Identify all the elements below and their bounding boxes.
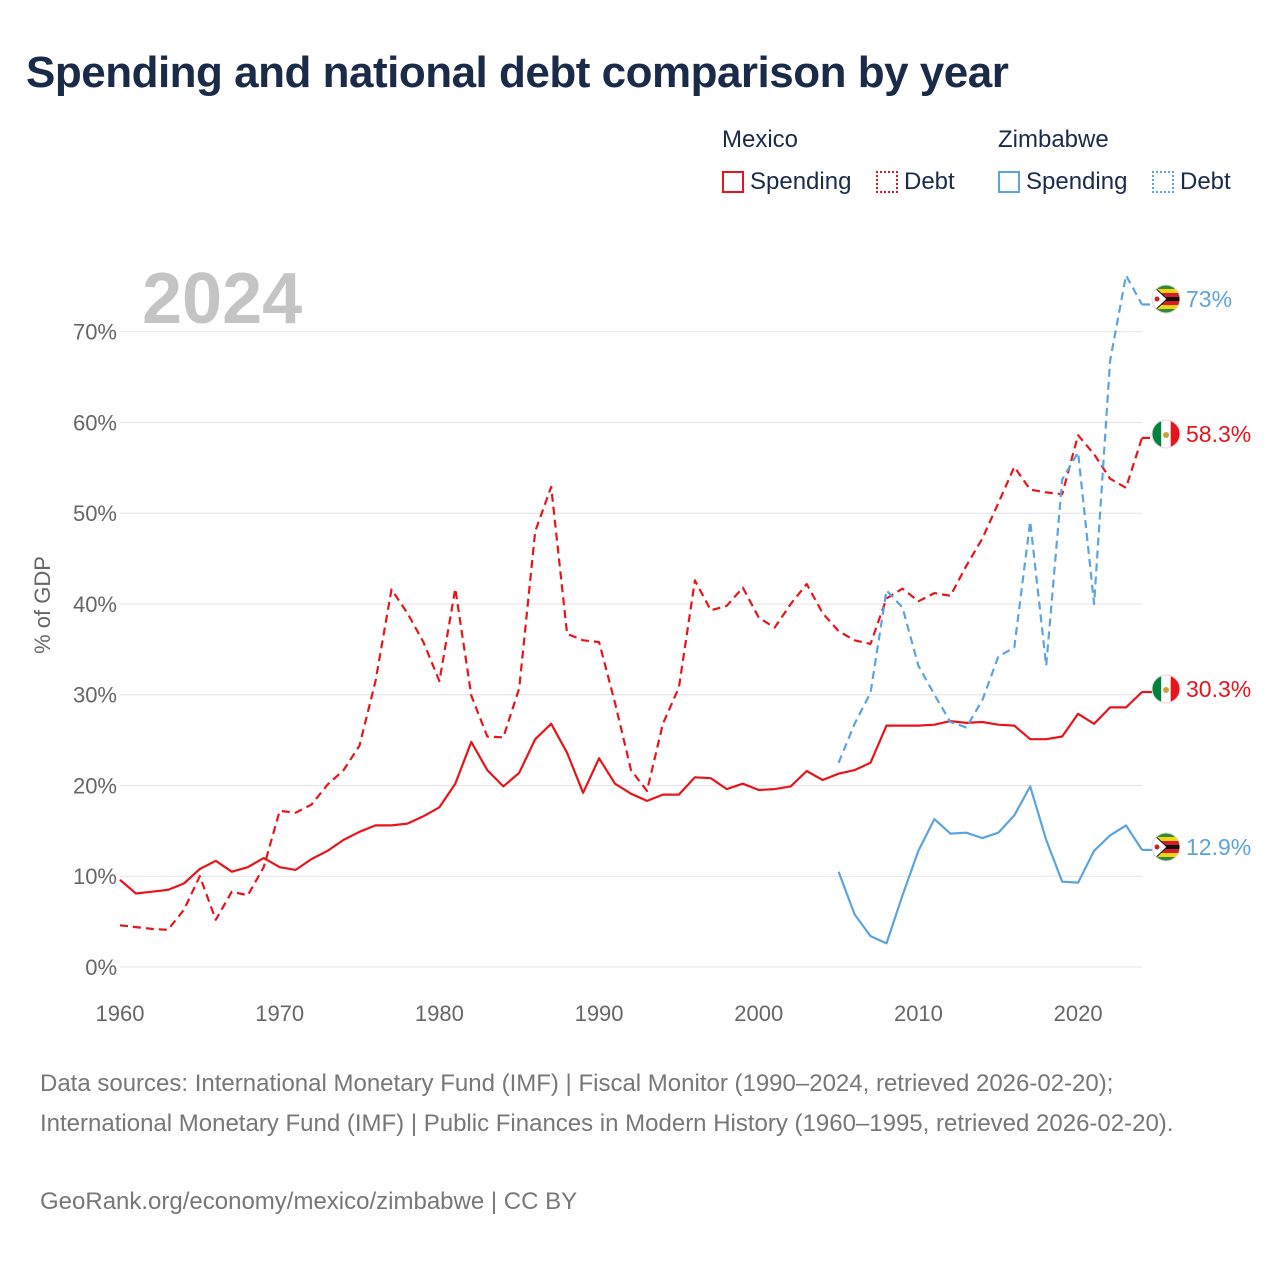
flag-border bbox=[1151, 419, 1181, 449]
y-tick-label: 50% bbox=[73, 501, 117, 526]
legend-swatch-dotted-blue bbox=[1152, 171, 1174, 193]
flag-border bbox=[1151, 284, 1181, 314]
x-tick-label: 2000 bbox=[734, 1001, 783, 1026]
flag-stripe bbox=[1152, 289, 1180, 294]
y-axis-label: % of GDP bbox=[30, 556, 55, 654]
flag-stripe bbox=[1152, 301, 1180, 306]
end-value-label: 58.3% bbox=[1186, 421, 1251, 447]
flag-marker-mexico bbox=[1151, 419, 1181, 449]
legend-label: Debt bbox=[1180, 168, 1231, 195]
x-tick-label: 1970 bbox=[255, 1001, 304, 1026]
flag-marker-mexico bbox=[1151, 674, 1181, 704]
flag-stripe bbox=[1152, 309, 1180, 313]
x-axis-ticks: 1960 1970 1980 1990 2000 2010 2020 bbox=[96, 1001, 1103, 1026]
legend-swatch-dotted-red bbox=[876, 171, 898, 193]
flag-emblem bbox=[1163, 432, 1169, 438]
gridlines bbox=[120, 331, 1142, 968]
flag-stripe bbox=[1152, 833, 1180, 838]
flag-stripe-green bbox=[1152, 420, 1162, 448]
y-tick-label: 70% bbox=[73, 320, 117, 345]
flag-stripe-green bbox=[1152, 675, 1162, 703]
y-tick-label: 40% bbox=[73, 592, 117, 617]
legend-swatch-solid-red bbox=[722, 171, 744, 193]
y-tick-label: 10% bbox=[73, 864, 117, 889]
end-value-label: 12.9% bbox=[1186, 834, 1251, 860]
flag-stripe bbox=[1152, 849, 1180, 854]
flag-stripe bbox=[1152, 841, 1180, 846]
flag-star bbox=[1154, 844, 1160, 850]
legend-label: Debt bbox=[904, 168, 955, 195]
flag-stripe bbox=[1152, 857, 1180, 861]
legend-label: Spending bbox=[750, 168, 852, 195]
flag-marker-zimbabwe bbox=[1151, 832, 1181, 862]
flag-stripe bbox=[1152, 305, 1180, 310]
flag-border bbox=[1151, 832, 1181, 862]
legend-item-mexico-spending[interactable]: Spending bbox=[722, 168, 851, 196]
x-tick-label: 1960 bbox=[96, 1001, 145, 1026]
y-tick-label: 30% bbox=[73, 683, 117, 708]
x-tick-label: 2020 bbox=[1054, 1001, 1103, 1026]
data-sources: Data sources: International Monetary Fun… bbox=[40, 1070, 1174, 1137]
legend-group-mexico: Mexico bbox=[722, 126, 799, 153]
flag-stripe bbox=[1152, 293, 1180, 298]
flag-stripe bbox=[1152, 837, 1180, 842]
end-labels: 30.3% 58.3% 12.9% 73% bbox=[1151, 284, 1251, 862]
year-watermark: 2024 bbox=[142, 259, 302, 339]
end-value-label: 30.3% bbox=[1186, 676, 1251, 702]
flag-stripe bbox=[1152, 285, 1180, 290]
x-tick-label: 2010 bbox=[894, 1001, 943, 1026]
flag-stripe-red bbox=[1170, 420, 1180, 448]
flag-star bbox=[1154, 296, 1160, 302]
series-line-zimbabwe-spending bbox=[837, 785, 1143, 945]
flag-marker-zimbabwe bbox=[1151, 284, 1181, 314]
legend-item-zimbabwe-debt[interactable]: Debt bbox=[1152, 168, 1231, 196]
series-line-zimbabwe-debt bbox=[837, 274, 1143, 764]
line-chart: 0% 10% 20% 30% 40% 50% 60% 70% 1960 1970 1980 1990… bbox=[30, 259, 1251, 1026]
series-lines bbox=[119, 274, 1152, 945]
y-tick-label: 0% bbox=[85, 955, 117, 980]
legend-item-mexico-debt[interactable]: Debt bbox=[876, 168, 955, 196]
chart-title: Spending and national debt comparison by… bbox=[26, 48, 1009, 97]
y-tick-label: 20% bbox=[73, 773, 117, 798]
x-tick-label: 1980 bbox=[415, 1001, 464, 1026]
end-value-label: 73% bbox=[1186, 286, 1232, 312]
y-tick-label: 60% bbox=[73, 410, 117, 435]
flag-emblem bbox=[1163, 687, 1169, 693]
flag-stripe bbox=[1152, 853, 1180, 858]
credit-link[interactable]: GeoRank.org/economy/mexico/zimbabwe | CC… bbox=[40, 1188, 578, 1215]
flag-border bbox=[1151, 674, 1181, 704]
legend-label: Spending bbox=[1026, 168, 1128, 195]
legend-swatch-solid-blue bbox=[998, 171, 1020, 193]
series-line-mexico-debt bbox=[119, 434, 1144, 931]
series-line-mexico-spending bbox=[119, 691, 1143, 895]
legend-item-zimbabwe-spending[interactable]: Spending bbox=[998, 168, 1127, 196]
legend-group-zimbabwe: Zimbabwe bbox=[998, 126, 1109, 153]
x-tick-label: 1990 bbox=[575, 1001, 624, 1026]
y-axis-ticks: 0% 10% 20% 30% 40% 50% 60% 70% bbox=[73, 320, 117, 980]
flag-stripe-red bbox=[1170, 675, 1180, 703]
